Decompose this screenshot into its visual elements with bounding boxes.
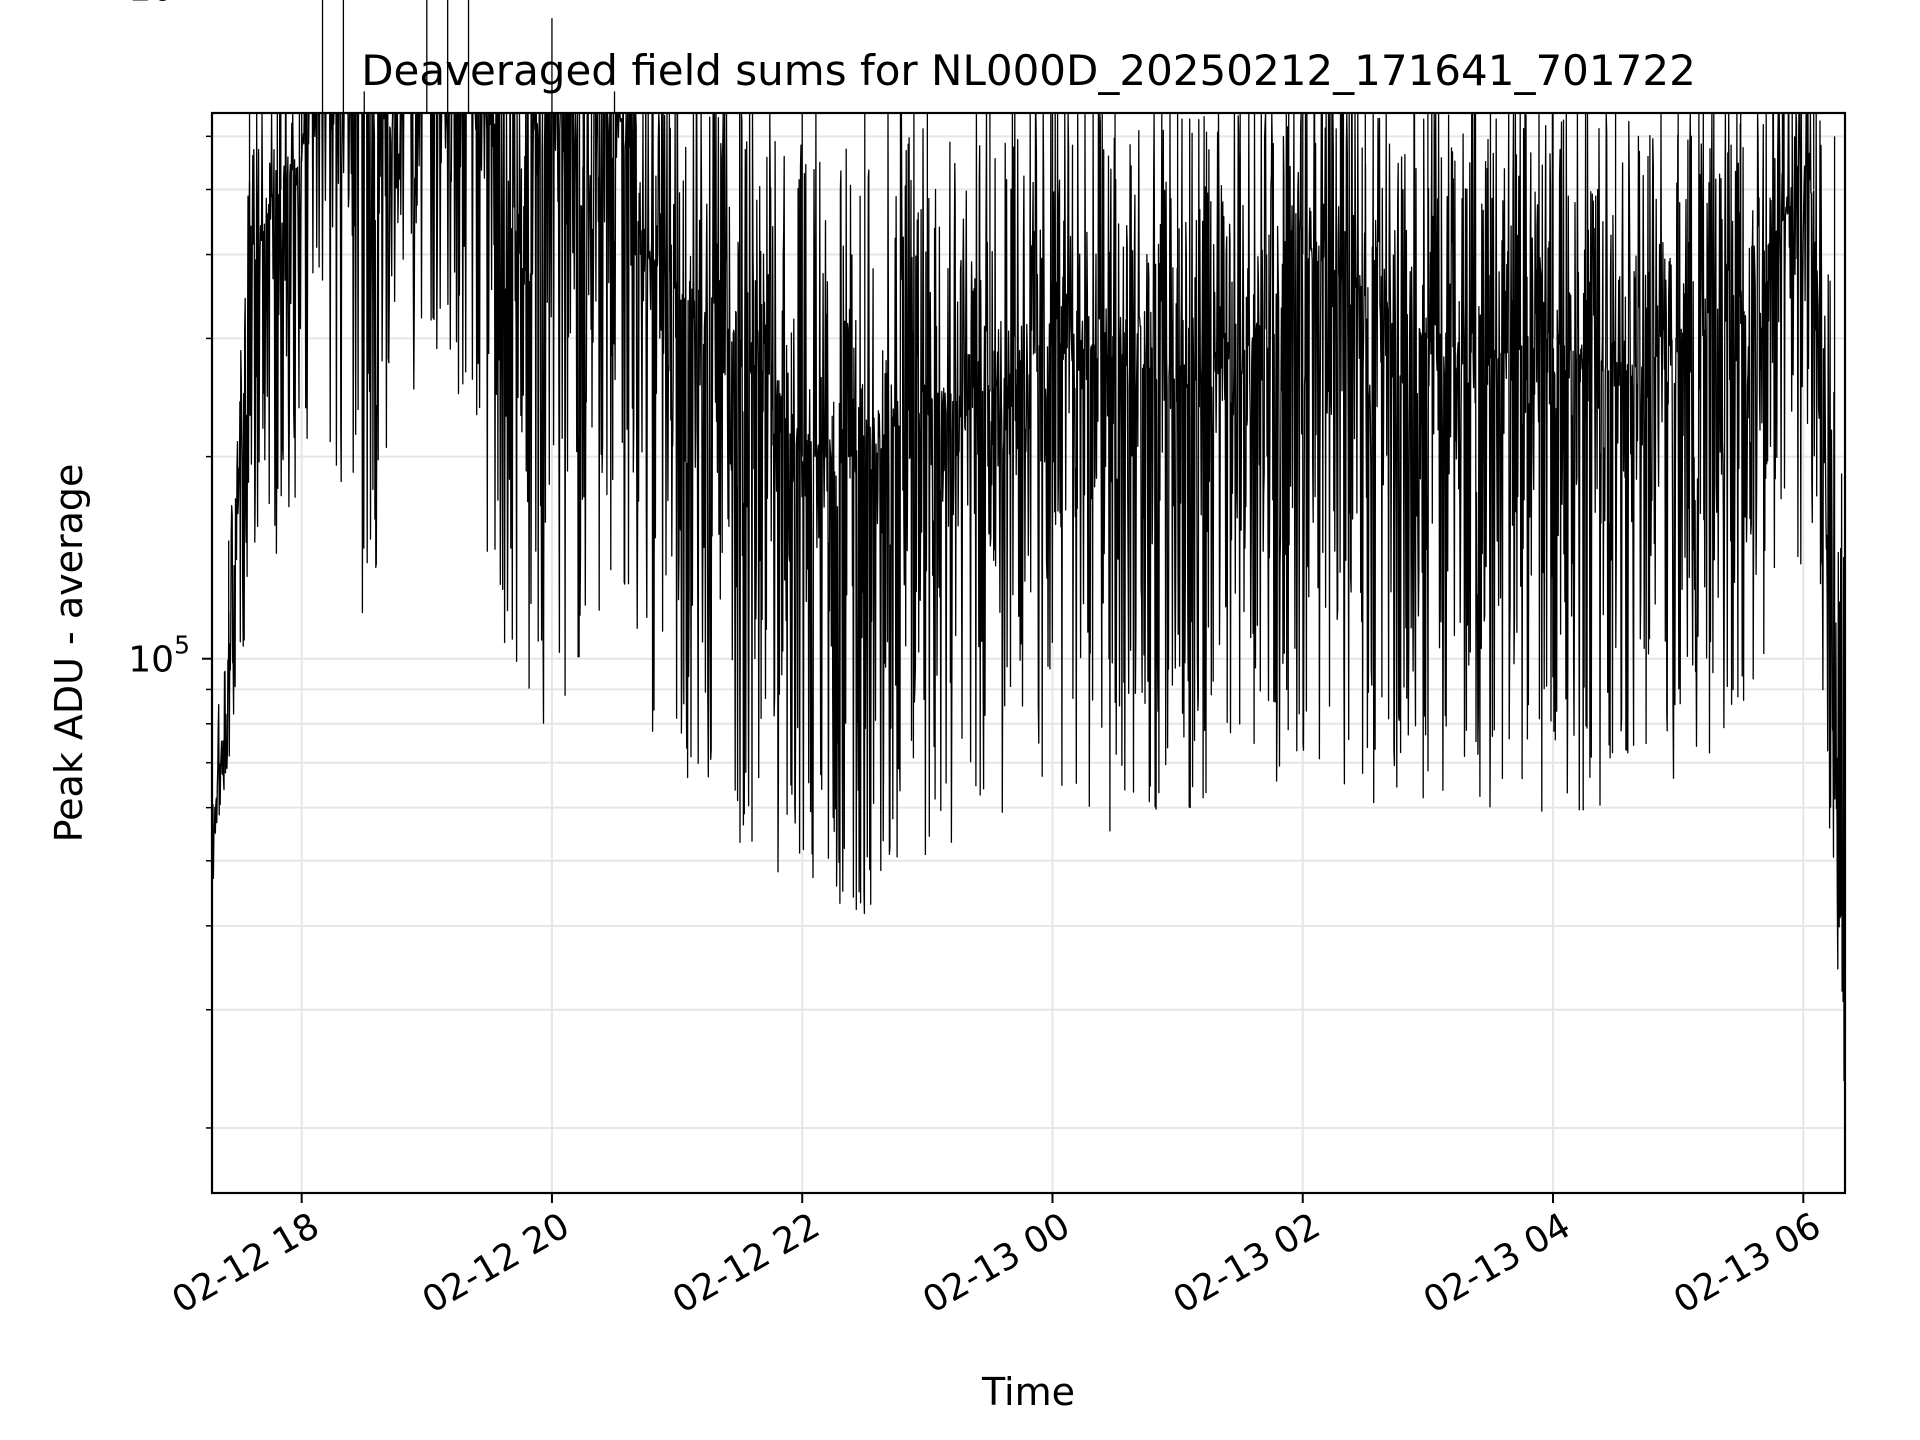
series-layer	[211, 0, 1846, 1082]
y-tick-label: 105	[128, 631, 190, 681]
chart-title: Deaveraged field sums for NL000D_2025021…	[361, 46, 1696, 95]
y-axis-label: Peak ADU - average	[47, 464, 91, 843]
plot-frame	[210, 111, 1847, 1195]
x-axis-label: Time	[981, 1370, 1075, 1414]
series-line	[211, 112, 1846, 1082]
y-tick-label: 106	[128, 0, 190, 9]
